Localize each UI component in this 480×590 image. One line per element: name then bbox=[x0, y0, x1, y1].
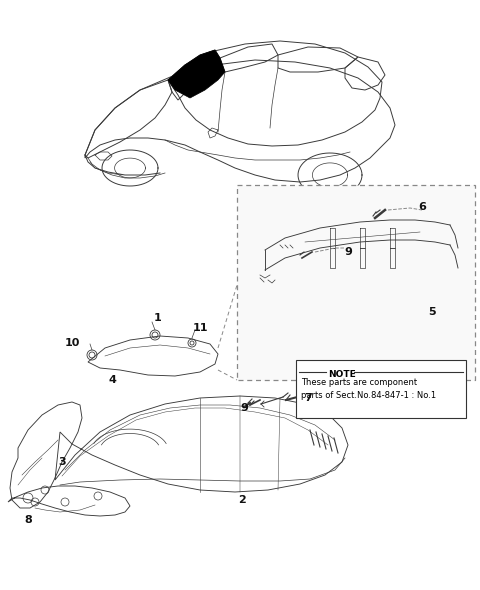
Bar bbox=[296, 360, 466, 418]
Polygon shape bbox=[168, 50, 225, 98]
Text: 9: 9 bbox=[240, 403, 248, 413]
Text: 6: 6 bbox=[418, 202, 426, 212]
Bar bbox=[237, 185, 475, 380]
Text: 3: 3 bbox=[58, 457, 66, 467]
Text: 2: 2 bbox=[238, 495, 246, 505]
Text: NOTE: NOTE bbox=[328, 370, 356, 379]
Text: 4: 4 bbox=[108, 375, 116, 385]
Text: 11: 11 bbox=[192, 323, 208, 333]
Text: 1: 1 bbox=[154, 313, 162, 323]
Text: 5: 5 bbox=[428, 307, 436, 317]
Text: 9: 9 bbox=[344, 247, 352, 257]
Text: 8: 8 bbox=[24, 515, 32, 525]
Text: 10: 10 bbox=[64, 338, 80, 348]
Text: 7: 7 bbox=[304, 393, 312, 403]
Text: These parts are component
parts of Sect.No.84-847-1 : No.1: These parts are component parts of Sect.… bbox=[301, 378, 436, 400]
